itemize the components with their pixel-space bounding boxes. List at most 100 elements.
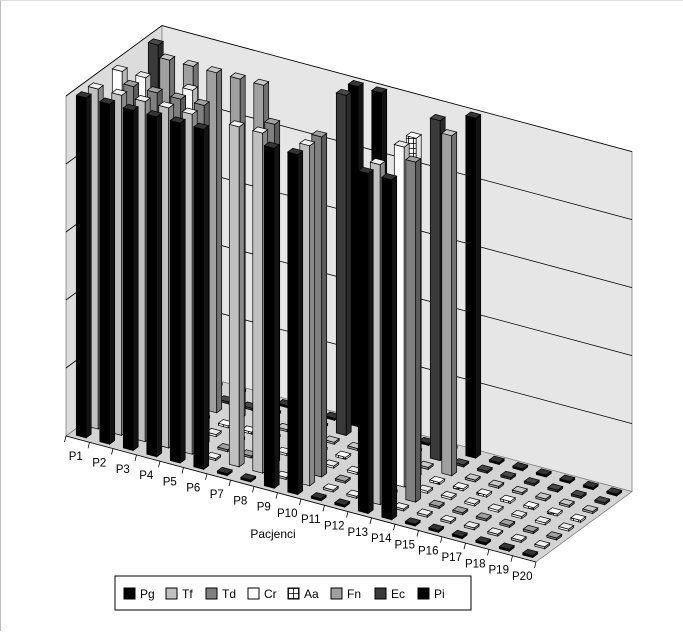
bars-group: [75, 38, 623, 559]
x-axis-title: Pacjenci: [250, 527, 295, 541]
x-tick-label-P11: P11: [301, 514, 321, 526]
bar-Aa-P10: [335, 450, 352, 461]
gridline: [65, 25, 633, 152]
x-tick-label-P10: P10: [277, 508, 297, 520]
x-tick-label-P14: P14: [371, 533, 392, 545]
bar-Pi-P18: [559, 474, 576, 485]
x-tick-label-P7: P7: [210, 489, 224, 501]
bar-Pg-P15: [404, 517, 421, 527]
x-tick-label-P6: P6: [186, 483, 200, 495]
bar-Fn-P14: [441, 129, 458, 477]
x-tick-label-P15: P15: [395, 539, 415, 551]
x-tick-mark: [393, 524, 396, 531]
x-tick-label-P5: P5: [163, 476, 177, 488]
bar-Tf-P17: [463, 521, 480, 531]
bar-Td-P19: [522, 524, 539, 535]
bar-Pg-P2: [99, 97, 116, 445]
x-tick-mark: [252, 486, 255, 493]
bar-Aa-P14: [429, 475, 446, 486]
legend-item-Aa: Aa: [287, 587, 319, 601]
bar-Tf-P11: [322, 483, 339, 493]
x-tick-mark: [463, 543, 466, 550]
bar-Pi-P20: [606, 487, 623, 497]
legend-label: Tf: [182, 587, 193, 601]
x-tick-label-P18: P18: [465, 558, 485, 570]
bar-Pg-P5: [169, 116, 186, 464]
bar-Aa-P16: [476, 488, 493, 498]
x-tick-mark: [322, 505, 325, 512]
legend-item-Tf: Tf: [165, 587, 193, 601]
bar-Td-P17: [475, 512, 492, 522]
bar-Td-P14: [405, 155, 422, 503]
legend-label: Cr: [264, 587, 277, 601]
x-tick-mark: [275, 492, 278, 499]
bar-Cr-P20: [558, 522, 575, 532]
x-tick-mark: [440, 536, 443, 543]
bar-Pg-P6: [193, 122, 210, 471]
legend-swatch: [417, 587, 430, 600]
legend-item-Pi: Pi: [417, 587, 445, 601]
x-tick-mark: [111, 448, 114, 455]
legend-swatch: [330, 587, 343, 600]
bar-Pg-P3: [122, 103, 139, 452]
bar-Ec-P20: [594, 496, 611, 506]
x-tick-mark: [134, 454, 137, 461]
legend-label: Td: [222, 587, 236, 601]
legend-label: Fn: [347, 587, 361, 601]
bar-Td-P20: [546, 531, 563, 541]
bar-Td-P11: [334, 474, 351, 484]
bar-Aa-P17: [499, 494, 516, 505]
x-tick-mark: [534, 561, 537, 569]
x-tick-label-P8: P8: [233, 495, 247, 507]
bar-Tf-P16: [440, 514, 457, 525]
bar-Pg-P10: [287, 147, 304, 496]
bar-Fn-P18: [535, 492, 552, 502]
x-tick-label-P20: P20: [512, 571, 532, 583]
bar-Pg-P9: [263, 141, 280, 489]
x-tick-label-P13: P13: [348, 527, 368, 539]
x-tick-label-P1: P1: [69, 451, 83, 463]
x-tick-label-P3: P3: [116, 464, 130, 476]
bar-Ec-P17: [523, 477, 540, 487]
bar-Pi-P14: [465, 111, 482, 459]
bar-Cr-P18: [511, 509, 528, 520]
x-tick-mark: [228, 480, 231, 487]
bar-Pg-P8: [240, 473, 257, 483]
legend-swatch: [165, 587, 178, 600]
bar-Tf-P14: [393, 502, 410, 512]
legend-swatch: [374, 587, 387, 600]
bar-Fn-P19: [558, 498, 575, 508]
x-tick-mark: [64, 435, 67, 443]
x-tick-label-P17: P17: [442, 552, 462, 564]
bar-Ec-P18: [547, 483, 564, 493]
bar-Pi-P17: [535, 468, 552, 478]
bar-Pi-P15: [488, 455, 505, 466]
bar-Fn-P20: [582, 504, 599, 515]
legend-swatch: [205, 587, 218, 600]
bar-Tf-P20: [534, 540, 551, 550]
legend-label: Ec: [391, 587, 405, 601]
bar-Pi-P16: [512, 462, 529, 472]
x-tick-mark: [158, 461, 161, 468]
bar-Pg-P19: [498, 542, 515, 552]
bar-Fn-P16: [488, 479, 505, 490]
x-tick-label-P4: P4: [139, 470, 154, 482]
bar-Td-P15: [428, 499, 445, 510]
bar-Aa-P20: [570, 513, 587, 524]
bar-Ec-P15: [476, 464, 493, 474]
bar-Aa-P19: [546, 507, 563, 517]
legend-swatch: [123, 587, 136, 600]
x-tick-mark: [181, 467, 184, 474]
bar-Ec-P16: [500, 470, 517, 481]
x-tick-mark: [369, 517, 372, 524]
legend-item-Td: Td: [205, 587, 236, 601]
bar-Td-P16: [452, 506, 469, 516]
bar-Cr-P17: [487, 503, 504, 513]
bar-Pi-P19: [582, 480, 599, 491]
bar-Pg-P20: [522, 548, 539, 559]
x-tick-label-P19: P19: [489, 565, 509, 577]
x-tick-mark: [510, 555, 513, 562]
